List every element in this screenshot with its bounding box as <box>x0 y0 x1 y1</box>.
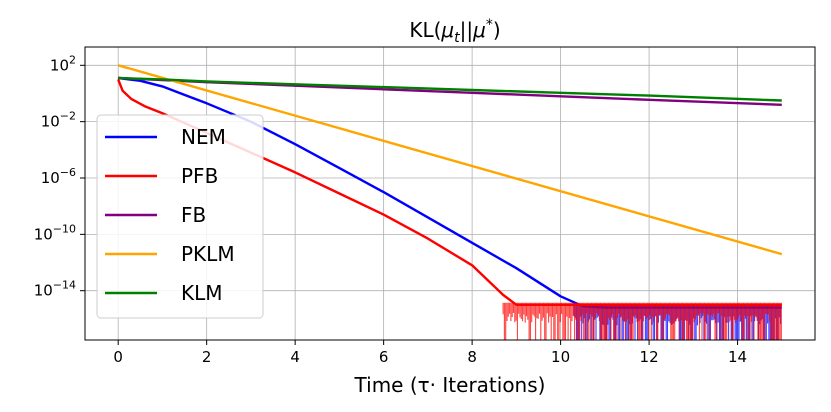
series-lines <box>117 64 783 340</box>
legend-label-nem: NEM <box>181 125 226 149</box>
y-tick-label: 10−10 <box>34 222 76 243</box>
title-separator: || <box>460 18 473 42</box>
x-tick-label: 2 <box>202 348 212 366</box>
legend-label-fb: FB <box>181 203 206 227</box>
axis-ticks: 0 2 4 6 8 10 12 14 102 10−2 10−6 10−10 10−14 <box>34 53 747 366</box>
legend: NEM PFB FB PKLM KLM <box>96 114 264 319</box>
series-line-klm <box>118 76 782 102</box>
plot-frame <box>84 46 816 341</box>
x-tick-label: 0 <box>113 348 123 366</box>
x-axis-label: Time (τ· Iterations) <box>354 373 546 397</box>
x-tick-label: 14 <box>728 348 747 366</box>
legend-label-pklm: PKLM <box>181 242 235 266</box>
x-tick-label: 10 <box>551 348 570 366</box>
series-noise-pfb <box>502 302 782 340</box>
x-tick-label: 4 <box>290 348 300 366</box>
x-tick-label: 6 <box>379 348 389 366</box>
title-mu: μ <box>440 18 454 42</box>
legend-box <box>96 114 264 319</box>
series-line-pklm <box>117 64 783 256</box>
y-tick-label: 10−6 <box>41 166 76 187</box>
y-tick-label: 102 <box>50 53 76 74</box>
title-suffix: ) <box>493 18 501 42</box>
x-tick-label: 12 <box>640 348 659 366</box>
x-tick-label: 8 <box>467 348 477 366</box>
series-noise-nem <box>573 305 782 340</box>
title-subscript: t <box>454 30 460 46</box>
y-tick-label: 10−2 <box>41 110 76 131</box>
title-superscript: * <box>486 17 493 33</box>
title-mu-star: μ <box>472 18 486 42</box>
y-tick-label: 10−14 <box>34 279 76 300</box>
legend-label-klm: KLM <box>181 281 223 305</box>
legend-label-pfb: PFB <box>181 164 218 188</box>
chart-title: KL(μt||μ*) <box>409 17 500 46</box>
title-prefix: KL( <box>409 18 441 42</box>
